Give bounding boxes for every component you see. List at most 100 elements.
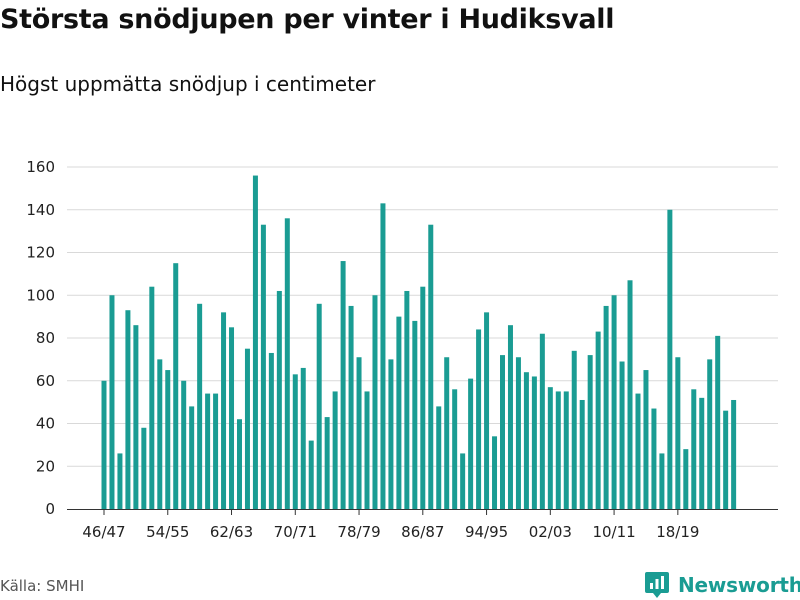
y-tick-label: 120 [26,244,55,262]
newsworthy-logo[interactable]: Newsworthy [644,570,800,600]
y-tick-label: 100 [26,286,55,304]
bar-50/51 [133,325,139,509]
bar-19/20 [683,449,689,509]
bar-05/06 [571,350,577,509]
bar-86/87 [420,286,426,509]
bar-78/79 [356,357,362,509]
bar-80/81 [372,295,378,509]
bar-14/15 [643,370,649,509]
x-tick-label: 62/63 [210,523,253,541]
bar-96/97 [500,355,505,509]
bar-63/64 [236,419,242,509]
bar-11/12 [619,361,625,509]
x-tick-label: 70/71 [274,523,317,541]
bar-83/84 [396,316,402,509]
x-tick-label: 46/47 [82,523,125,541]
bar-59/60 [205,393,211,509]
bar-89/90 [444,357,450,509]
bar-95/96 [492,436,498,509]
bar-undefined [731,399,737,509]
y-axis: 0 20 40 60 80 100 120 140 160 [26,158,55,518]
bar-98/99 [515,357,521,509]
bar-66/67 [260,224,266,509]
bar-51/52 [141,427,147,509]
bar-17/18 [667,209,673,509]
newsworthy-logo-icon [645,572,669,598]
bar-13/14 [635,393,641,509]
x-tick-label: 10/11 [592,523,635,541]
bar-91/92 [460,453,466,509]
chart-subtitle: Högst uppmätta snödjup i centimeter [0,72,376,96]
bar-64/65 [244,348,250,509]
bar-73/74 [316,303,322,509]
bar-90/91 [452,389,458,509]
bar-undefined [723,410,729,509]
bar-97/98 [507,325,513,509]
y-tick-label: 80 [36,329,55,347]
bar-71/72 [300,367,306,509]
bar-58/59 [197,303,203,509]
bar-47/48 [109,295,115,509]
bar-74/75 [324,417,330,509]
bar-81/82 [380,203,386,509]
bar-04/05 [563,391,569,509]
bar-03/04 [555,391,561,509]
bar-77/78 [348,305,354,509]
x-tick-label: 78/79 [337,523,380,541]
bar-15/16 [651,408,657,509]
bar-61/62 [221,312,227,509]
bar-99/00 [523,372,529,509]
y-tick-label: 40 [36,415,55,433]
bar-10/11 [611,295,617,509]
x-tick-label: 02/03 [529,523,572,541]
bar-75/76 [332,391,338,509]
bar-67/68 [268,352,274,509]
bar-70/71 [292,374,298,509]
y-tick-label: 160 [26,158,55,176]
bar-76/77 [340,261,346,509]
bar-79/80 [364,391,370,509]
x-axis: 46/47 54/55 62/63 70/71 78/79 86/87 94/95 02/03… [67,509,778,541]
bar-55/56 [173,263,179,509]
bar-88/89 [436,406,442,509]
bar-48/49 [117,453,123,509]
bar-07/08 [587,355,593,509]
bar-82/83 [388,359,394,509]
x-tick-label: 86/87 [401,523,444,541]
y-tick-label: 0 [45,500,55,518]
bar-46/47 [101,380,107,509]
bar-21/22 [699,397,705,509]
bar-72/73 [308,440,314,509]
y-tick-label: 20 [36,457,55,475]
source-note: Källa: SMHI [0,577,85,595]
bar-84/85 [404,290,410,509]
bar-56/57 [181,380,187,509]
bars [101,175,737,510]
bar-69/70 [284,218,290,510]
x-tick-label: 94/95 [465,523,508,541]
bar-08/09 [595,331,601,509]
y-tick-label: 60 [36,372,55,390]
bar-02/03 [547,387,553,509]
bar-62/63 [229,327,235,509]
bar-94/95 [484,312,490,509]
bar-92/93 [468,378,474,509]
chart-title: Största snödjupen per vinter i Hudiksval… [0,4,615,35]
x-tick-label: 54/55 [146,523,189,541]
bar-01/02 [539,333,545,509]
bar-87/88 [428,224,434,509]
bar-60/61 [213,393,219,509]
bar-53/54 [157,359,163,509]
bar-85/86 [412,320,418,509]
bar-18/19 [675,357,681,509]
brand-name: Newsworthy [678,573,800,597]
bar-12/13 [627,280,633,509]
bar-49/50 [125,310,131,509]
bar-16/17 [659,453,665,509]
bar-52/53 [149,286,155,509]
bar-54/55 [165,370,171,509]
bar-22/23 [707,359,713,509]
bar-20/21 [691,389,697,509]
y-tick-label: 140 [26,201,55,219]
